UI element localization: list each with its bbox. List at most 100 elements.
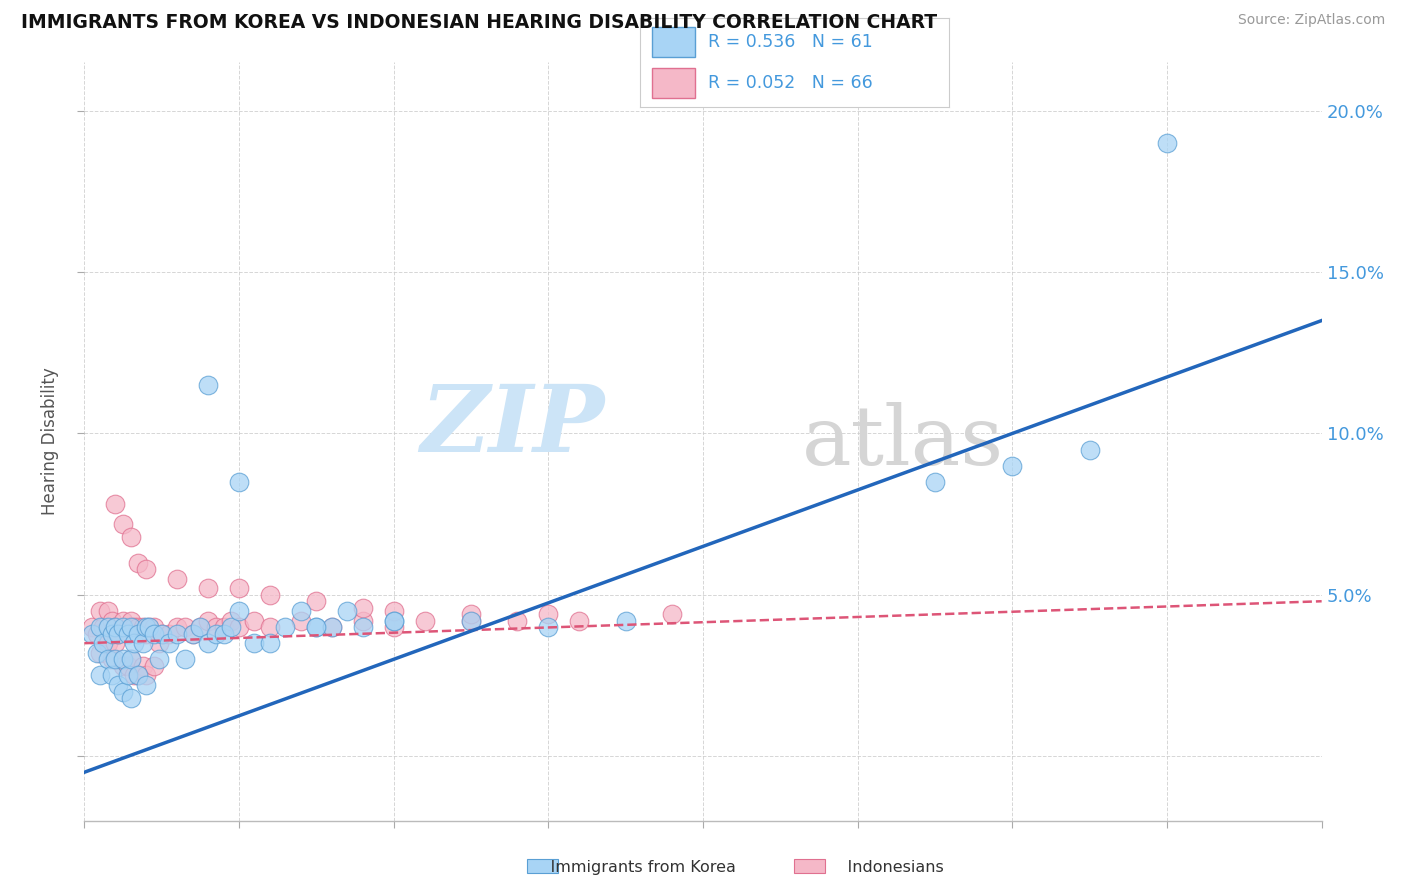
Point bbox=[104, 620, 127, 634]
Point bbox=[143, 658, 166, 673]
Point bbox=[150, 626, 173, 640]
Point bbox=[274, 620, 297, 634]
Point bbox=[188, 620, 211, 634]
Point bbox=[181, 626, 204, 640]
Point bbox=[89, 668, 111, 682]
Point bbox=[148, 652, 170, 666]
Point bbox=[104, 652, 127, 666]
Point bbox=[382, 614, 405, 628]
Point bbox=[82, 626, 104, 640]
Point bbox=[661, 607, 683, 622]
Point bbox=[506, 614, 529, 628]
Point bbox=[127, 668, 149, 682]
Point bbox=[107, 626, 129, 640]
Point bbox=[924, 475, 946, 489]
Point bbox=[96, 652, 118, 666]
Point bbox=[197, 636, 219, 650]
Point bbox=[120, 652, 142, 666]
Point bbox=[460, 614, 482, 628]
Point bbox=[122, 620, 145, 634]
Point bbox=[166, 572, 188, 586]
Point bbox=[174, 652, 197, 666]
Point bbox=[101, 652, 124, 666]
Point bbox=[259, 636, 281, 650]
Point bbox=[1156, 136, 1178, 150]
Point bbox=[120, 691, 142, 706]
Point bbox=[336, 604, 359, 618]
Point bbox=[132, 658, 155, 673]
Point bbox=[321, 620, 343, 634]
Point bbox=[290, 604, 312, 618]
Point bbox=[460, 614, 482, 628]
Point bbox=[259, 588, 281, 602]
Point bbox=[1001, 458, 1024, 473]
Point bbox=[120, 652, 142, 666]
Point bbox=[104, 498, 127, 512]
Point bbox=[104, 636, 127, 650]
Point bbox=[174, 620, 197, 634]
Point bbox=[219, 620, 242, 634]
Point bbox=[382, 614, 405, 628]
Point bbox=[96, 620, 118, 634]
Point bbox=[117, 620, 139, 634]
Point bbox=[228, 604, 250, 618]
Point bbox=[305, 620, 328, 634]
Point bbox=[228, 475, 250, 489]
Y-axis label: Hearing Disability: Hearing Disability bbox=[41, 368, 59, 516]
Point bbox=[413, 614, 436, 628]
Point bbox=[181, 626, 204, 640]
Point bbox=[537, 620, 560, 634]
Point bbox=[159, 626, 180, 640]
Point bbox=[120, 614, 142, 628]
Point bbox=[127, 626, 149, 640]
Point bbox=[290, 614, 312, 628]
Point bbox=[205, 620, 228, 634]
Point bbox=[86, 626, 108, 640]
Point bbox=[143, 626, 166, 640]
Point bbox=[228, 582, 250, 596]
Point bbox=[212, 626, 235, 640]
FancyBboxPatch shape bbox=[652, 68, 696, 98]
Point bbox=[127, 620, 149, 634]
Point bbox=[166, 620, 188, 634]
Point bbox=[138, 620, 160, 634]
Point bbox=[112, 614, 135, 628]
Point bbox=[197, 582, 219, 596]
Text: ZIP: ZIP bbox=[420, 382, 605, 471]
Point bbox=[614, 614, 637, 628]
Point bbox=[127, 556, 149, 570]
Text: atlas: atlas bbox=[801, 401, 1004, 482]
Point bbox=[89, 620, 111, 634]
Point bbox=[460, 607, 482, 622]
Point bbox=[205, 626, 228, 640]
Point bbox=[91, 620, 114, 634]
Point bbox=[568, 614, 591, 628]
Point bbox=[321, 620, 343, 634]
Point bbox=[188, 620, 211, 634]
Point bbox=[101, 626, 124, 640]
Point bbox=[96, 604, 118, 618]
Point bbox=[143, 620, 166, 634]
Point bbox=[382, 604, 405, 618]
Point bbox=[89, 604, 111, 618]
Point bbox=[138, 620, 160, 634]
Point bbox=[212, 620, 235, 634]
Point bbox=[120, 530, 142, 544]
Point bbox=[159, 636, 180, 650]
Point bbox=[112, 620, 135, 634]
Point bbox=[305, 620, 328, 634]
Point bbox=[219, 614, 242, 628]
Text: R = 0.536   N = 61: R = 0.536 N = 61 bbox=[707, 33, 873, 51]
Point bbox=[101, 668, 124, 682]
Point bbox=[197, 378, 219, 392]
Point bbox=[352, 600, 374, 615]
Point bbox=[135, 620, 157, 634]
Point bbox=[96, 636, 118, 650]
Point bbox=[112, 652, 135, 666]
Point bbox=[228, 620, 250, 634]
Point bbox=[91, 636, 114, 650]
Point bbox=[305, 594, 328, 608]
Point bbox=[243, 614, 266, 628]
Point bbox=[104, 620, 127, 634]
Point bbox=[101, 614, 124, 628]
